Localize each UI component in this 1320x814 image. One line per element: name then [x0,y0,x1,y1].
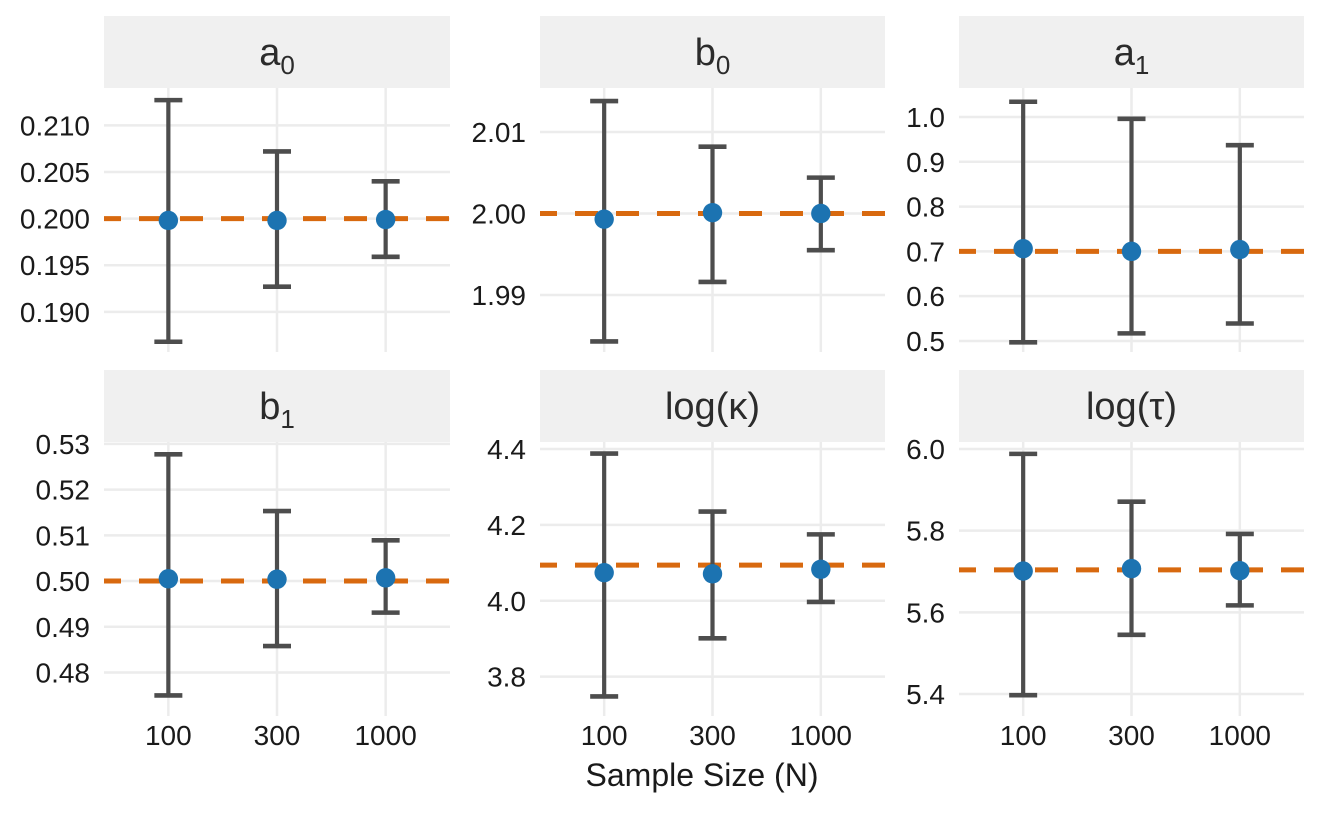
facet-b0: b0 1.99 2.00 2.01 [472,16,885,352]
y-tick-label: 4.4 [487,434,526,465]
x-tick-label: 100 [581,720,628,751]
y-tick-label: 5.8 [906,516,945,547]
point-estimate [267,569,287,589]
x-tick-label: 300 [254,720,301,751]
y-tick-label: 1.99 [472,280,527,311]
x-tick-label: 300 [689,720,736,751]
point-estimate [702,564,723,584]
facet-title: log(τ) [1086,386,1177,428]
point-estimate [158,569,179,589]
y-tick-label: 0.53 [36,429,91,460]
facet-strip [959,370,1304,442]
x-tick-label: 1000 [790,720,852,751]
point-estimate [158,210,179,231]
y-tick-label: 0.190 [20,297,90,328]
point-estimate [1230,560,1250,581]
y-tick-label: 0.7 [906,236,945,267]
y-tick-label: 0.210 [20,110,90,141]
facet-title: b0 [695,32,731,80]
facet-title: a1 [1114,32,1150,80]
point-estimate [375,209,396,230]
y-tick-label: 4.0 [487,586,526,617]
facet-log-tau: log(τ) 5.4 5.6 5.8 6.0 100 300 1000 [906,370,1304,751]
y-tick-label: 1.0 [906,102,945,133]
point-estimate [1121,558,1142,579]
y-tick-label: 0.6 [906,281,945,312]
facet-strip [959,16,1304,88]
x-tick-label: 1000 [354,720,416,751]
facet-title: a0 [259,32,295,80]
point-estimate [811,203,831,224]
y-tick-label: 0.200 [20,204,90,235]
x-axis-title: Sample Size (N) [585,757,819,793]
point-estimate [1013,561,1033,581]
point-estimate [594,563,614,583]
y-tick-label: 3.8 [487,662,526,693]
facet-log-kappa: log(κ) 3.8 4.0 4.2 4.4 100 300 1000 [487,370,885,751]
y-tick-label: 0.5 [906,326,945,357]
y-tick-label: 0.195 [20,250,90,281]
x-tick-label: 100 [1000,720,1047,751]
x-tick-label: 100 [145,720,192,751]
y-tick-label: 5.6 [906,597,945,628]
y-tick-label: 6.0 [906,434,945,465]
facet-a1: a1 0.5 0.6 0.7 0.8 0.9 1.0 [906,16,1304,357]
y-tick-label: 0.205 [20,157,90,188]
point-estimate [594,209,614,229]
y-tick-label: 2.00 [472,198,527,229]
facet-strip [540,16,885,88]
y-tick-label: 0.51 [36,520,91,551]
y-tick-label: 0.8 [906,192,945,223]
y-tick-label: 2.01 [472,117,527,148]
facet-b1: b1 0.48 0.49 0.50 0.51 0.52 0.53 100 300 1000 [36,370,450,751]
x-tick-label: 300 [1108,720,1155,751]
point-estimate [1121,241,1142,262]
point-estimate [267,210,287,231]
y-tick-label: 0.48 [36,658,91,689]
facet-strip [104,370,450,442]
y-tick-label: 0.52 [36,475,91,506]
y-tick-label: 0.50 [36,566,91,597]
x-tick-label: 1000 [1209,720,1271,751]
point-estimate [375,568,396,588]
y-tick-label: 5.4 [906,679,945,710]
facet-strip [104,16,450,88]
point-estimate [1013,238,1033,259]
point-estimate [811,559,831,579]
facet-title: b1 [259,386,295,434]
y-tick-label: 4.2 [487,510,526,541]
facet-strip [540,370,885,442]
point-estimate [702,202,723,223]
y-tick-label: 0.9 [906,147,945,178]
facet-title: log(κ) [665,386,760,428]
point-estimate [1230,239,1250,260]
facet-a0: a0 0.190 0.195 0.200 0.205 0.210 [20,16,450,352]
y-tick-label: 0.49 [36,612,91,643]
